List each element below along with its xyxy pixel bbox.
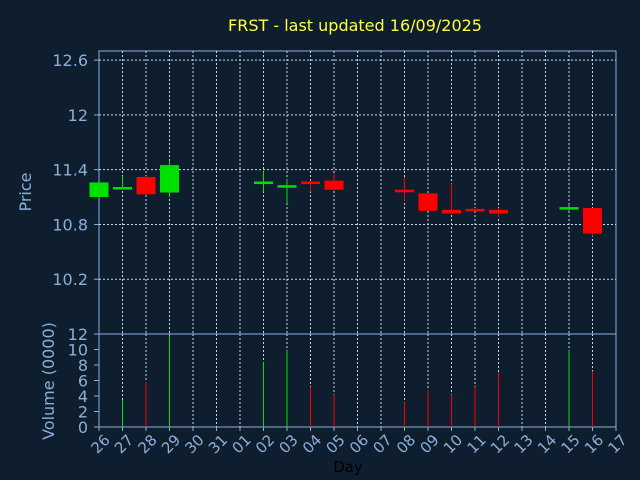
candle-body bbox=[277, 185, 297, 188]
candlestick-05 bbox=[324, 173, 344, 191]
candlestick-16 bbox=[583, 208, 602, 237]
candlestick-03 bbox=[277, 178, 297, 204]
candlestick-08 bbox=[395, 176, 414, 201]
candlestick-04 bbox=[301, 180, 320, 192]
price-tick-label: 11.4 bbox=[52, 161, 88, 180]
price-tick-label: 10.2 bbox=[52, 270, 88, 289]
day-axis-label: Day bbox=[333, 458, 363, 476]
candle-body bbox=[89, 182, 109, 198]
candle-body bbox=[136, 176, 156, 195]
volume-tick-label: 8 bbox=[78, 356, 88, 375]
candle-body bbox=[324, 180, 344, 190]
candlestick-12 bbox=[489, 208, 508, 218]
price-panel: 12.6 12 11.4 10.8 10.2 bbox=[52, 50, 617, 335]
volume-tick-label: 0 bbox=[78, 418, 88, 437]
volume-tick-label: 10 bbox=[68, 341, 88, 360]
candle-body bbox=[465, 208, 485, 212]
candlestick-29 bbox=[160, 160, 179, 198]
candle-body bbox=[254, 181, 273, 185]
candlestick-02 bbox=[254, 171, 273, 192]
price-axis-label: Price bbox=[16, 172, 35, 211]
volume-tick-label: 2 bbox=[78, 403, 88, 422]
volume-axis-label: Volume (0000) bbox=[39, 322, 58, 440]
candlestick-15 bbox=[559, 204, 579, 211]
candle-body bbox=[583, 208, 602, 234]
candlestick-10 bbox=[442, 183, 461, 214]
candle-body bbox=[418, 193, 438, 211]
candle-body bbox=[301, 181, 320, 185]
candle-body bbox=[113, 187, 132, 190]
candlestick-11 bbox=[465, 208, 485, 212]
volume-tick-label: 12 bbox=[68, 325, 88, 344]
volume-tick-label: 6 bbox=[78, 372, 88, 391]
candle-body bbox=[489, 209, 508, 214]
volume-tick-label: 4 bbox=[78, 387, 88, 406]
price-tick-label: 12 bbox=[68, 106, 88, 125]
candle-body bbox=[559, 207, 579, 210]
candlestick-27 bbox=[113, 176, 132, 190]
candlestick-26 bbox=[89, 182, 109, 198]
candle-body bbox=[395, 189, 414, 193]
candlestick-09 bbox=[418, 193, 438, 211]
chart-title: FRST - last updated 16/09/2025 bbox=[228, 16, 482, 35]
price-tick-label: 10.8 bbox=[52, 215, 88, 234]
candle-body bbox=[160, 165, 179, 193]
candle-body bbox=[442, 209, 461, 214]
candlestick-28 bbox=[136, 176, 156, 196]
price-tick-label: 12.6 bbox=[52, 51, 88, 70]
